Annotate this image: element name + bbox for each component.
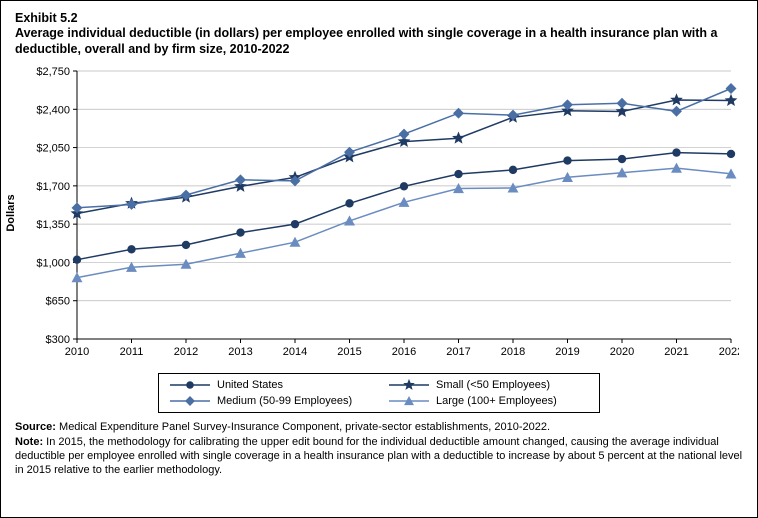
legend-label: Medium (50-99 Employees) (217, 395, 352, 407)
legend-item: Large (100+ Employees) (388, 394, 589, 408)
svg-text:$2,400: $2,400 (36, 105, 70, 117)
svg-text:2018: 2018 (501, 346, 525, 358)
note-label: Note: (15, 436, 43, 448)
source-label: Source: (15, 421, 56, 433)
legend-item: United States (169, 378, 370, 392)
svg-text:2015: 2015 (337, 346, 361, 358)
note-line: Note: In 2015, the methodology for calib… (15, 436, 743, 477)
svg-text:$1,700: $1,700 (36, 181, 70, 193)
svg-text:$300: $300 (46, 334, 70, 346)
svg-text:$2,050: $2,050 (36, 143, 70, 155)
legend-label: United States (217, 379, 283, 391)
svg-text:2011: 2011 (120, 346, 144, 358)
svg-text:2016: 2016 (392, 346, 416, 358)
svg-text:$1,350: $1,350 (36, 219, 70, 231)
legend-item: Medium (50-99 Employees) (169, 394, 370, 408)
svg-text:2013: 2013 (228, 346, 252, 358)
legend-item: Small (<50 Employees) (388, 378, 589, 392)
svg-text:2020: 2020 (610, 346, 634, 358)
svg-text:2021: 2021 (664, 346, 688, 358)
chart-area: Dollars $300$650$1,000$1,350$1,700$2,050… (19, 63, 739, 363)
svg-text:2014: 2014 (283, 346, 307, 358)
svg-text:$2,750: $2,750 (36, 66, 70, 78)
line-chart: $300 $650 $1,000 $1,350 $1,700 $2,050 $2,400 $2… (19, 63, 739, 363)
source-text: Medical Expenditure Panel Survey-Insuran… (56, 421, 550, 433)
svg-text:2017: 2017 (446, 346, 470, 358)
legend-label: Small (<50 Employees) (436, 379, 550, 391)
chart-title: Average individual deductible (in dollar… (15, 26, 743, 57)
svg-text:2019: 2019 (555, 346, 579, 358)
svg-text:$650: $650 (46, 296, 70, 308)
svg-text:$1,000: $1,000 (36, 258, 70, 270)
svg-text:2022: 2022 (719, 346, 739, 358)
svg-text:2010: 2010 (65, 346, 89, 358)
svg-text:2012: 2012 (174, 346, 198, 358)
exhibit-number: Exhibit 5.2 (15, 11, 743, 25)
legend: United States Small (<50 Employees) Medium… (158, 373, 600, 413)
legend-label: Large (100+ Employees) (436, 395, 557, 407)
source-line: Source: Medical Expenditure Panel Survey… (15, 421, 743, 433)
note-text: In 2015, the methodology for calibrating… (15, 436, 742, 476)
y-axis-label: Dollars (5, 195, 17, 232)
